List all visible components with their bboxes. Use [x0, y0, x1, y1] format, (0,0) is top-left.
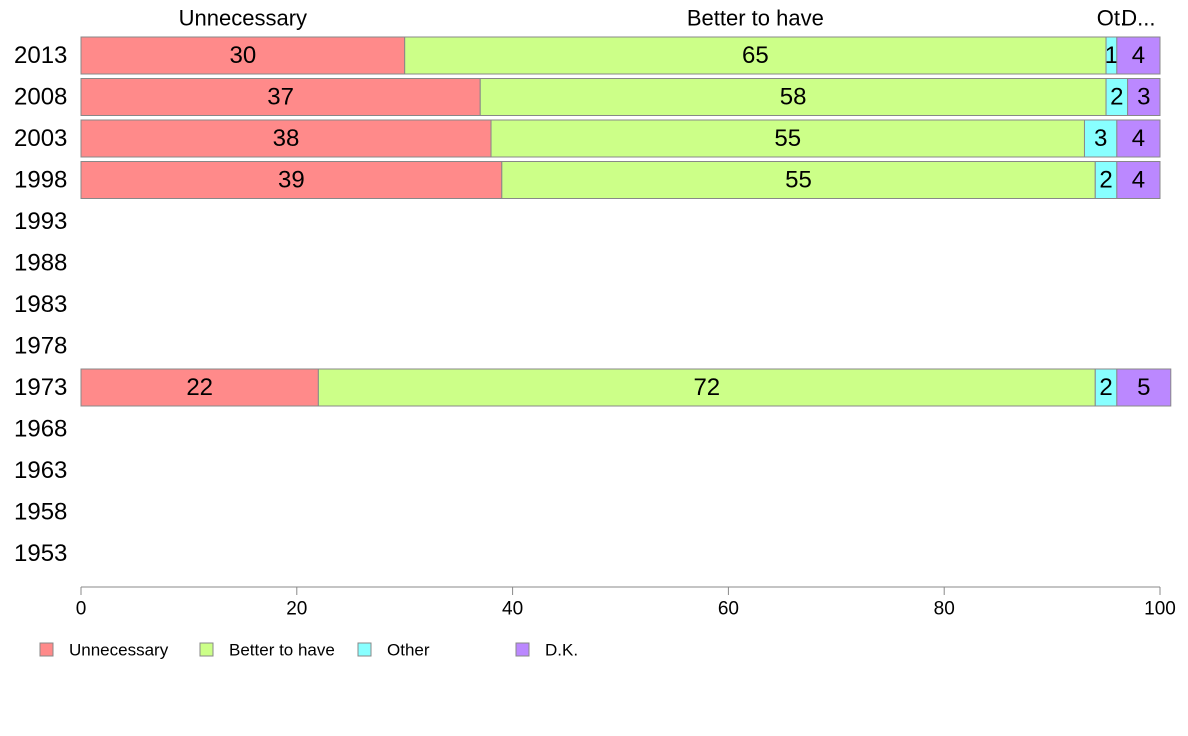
data-label-2008-other: 2: [1110, 84, 1123, 111]
data-label-1973-better-to-have: 72: [693, 374, 720, 401]
data-label-2008-d-k: 3: [1137, 84, 1150, 111]
year-label-1978: 1978: [14, 333, 67, 360]
x-tick-label-100: 100: [1144, 599, 1176, 620]
year-label-1983: 1983: [14, 291, 67, 318]
data-label-2003-d-k: 4: [1132, 125, 1145, 152]
year-label-1973: 1973: [14, 374, 67, 401]
top-category-labels: Unnecessary Better to have Ot.D...: [179, 6, 1156, 31]
bar-2013-better-to-have: [404, 36, 1107, 75]
legend-label-unnecessary: Unnecessary: [69, 641, 169, 660]
data-label-2008-better-to-have: 58: [780, 84, 807, 111]
bar-2003-unnecessary: [80, 119, 492, 158]
legend-swatch-d-k: [515, 642, 530, 657]
bar-2003-d-k: [1116, 119, 1161, 158]
top-label-other: Ot.: [1097, 6, 1126, 31]
year-labels: 2013 2008 2003 1998 1993 1988 1983 1978 1973 1968…: [14, 42, 67, 567]
year-label-2013: 2013: [14, 42, 67, 69]
x-tick-label-60: 60: [718, 599, 739, 620]
legend-label-better-to-have: Better to have: [229, 641, 335, 660]
data-label-2013-better-to-have: 65: [742, 42, 769, 69]
year-label-1953: 1953: [14, 540, 67, 567]
bar-2013-unnecessary: [80, 36, 406, 75]
year-label-2008: 2008: [14, 84, 67, 111]
data-label-2003-unnecessary: 38: [273, 125, 300, 152]
year-label-1963: 1963: [14, 457, 67, 484]
bar-2013-d-k: [1116, 36, 1161, 75]
bar-1998-d-k: [1116, 161, 1161, 199]
year-label-1998: 1998: [14, 167, 67, 194]
data-label-2013-d-k: 4: [1132, 42, 1145, 69]
data-label-1973-unnecessary: 22: [186, 374, 213, 401]
x-tick-label-40: 40: [502, 599, 523, 620]
top-label-unnecessary: Unnecessary: [179, 6, 307, 31]
data-label-2003-better-to-have: 55: [774, 125, 801, 152]
bar-1973-unnecessary: [80, 368, 319, 407]
legend-swatch-unnecessary: [39, 642, 54, 657]
x-tick-label-0: 0: [76, 599, 87, 620]
x-tick-label-80: 80: [934, 599, 955, 620]
year-label-1958: 1958: [14, 499, 67, 526]
bar-2008-unnecessary: [80, 78, 481, 116]
bar-2003-better-to-have: [490, 119, 1085, 158]
year-label-1988: 1988: [14, 250, 67, 277]
x-tick-label-20: 20: [286, 599, 307, 620]
bar-1973-d-k: [1116, 368, 1172, 407]
data-label-2013-other: 1: [1105, 42, 1118, 69]
year-label-2003: 2003: [14, 125, 67, 152]
top-label-better-to-have: Better to have: [687, 6, 824, 31]
data-label-2003-other: 3: [1094, 125, 1107, 152]
data-label-1998-unnecessary: 39: [278, 167, 305, 194]
bar-2008-better-to-have: [479, 78, 1107, 116]
top-label-d-k: D...: [1121, 6, 1155, 31]
legend-swatch-other: [357, 642, 372, 657]
data-label-2013-unnecessary: 30: [229, 42, 256, 69]
year-label-1993: 1993: [14, 208, 67, 235]
bar-1998-unnecessary: [80, 161, 503, 199]
data-label-1998-other: 2: [1099, 167, 1112, 194]
bar-2008-d-k: [1127, 78, 1161, 116]
legend-label-other: Other: [387, 641, 430, 660]
bar-1998-better-to-have: [501, 161, 1096, 199]
year-label-1968: 1968: [14, 416, 67, 443]
data-label-1998-d-k: 4: [1132, 167, 1145, 194]
legend-swatch-better-to-have: [199, 642, 214, 657]
x-axis: 0 20 40 60 80 100: [76, 586, 1176, 620]
data-label-1973-d-k: 5: [1137, 374, 1150, 401]
data-label-1973-other: 2: [1099, 374, 1112, 401]
bar-1973-better-to-have: [317, 368, 1096, 407]
legend: Unnecessary Better to have Other D.K.: [39, 641, 578, 660]
data-label-2008-unnecessary: 37: [267, 84, 294, 111]
legend-label-d-k: D.K.: [545, 641, 578, 660]
bars: 30 65 1 437 58 2 338 55 3 439 55 2 422 72 2 5: [80, 36, 1172, 407]
data-label-1998-better-to-have: 55: [785, 167, 812, 194]
